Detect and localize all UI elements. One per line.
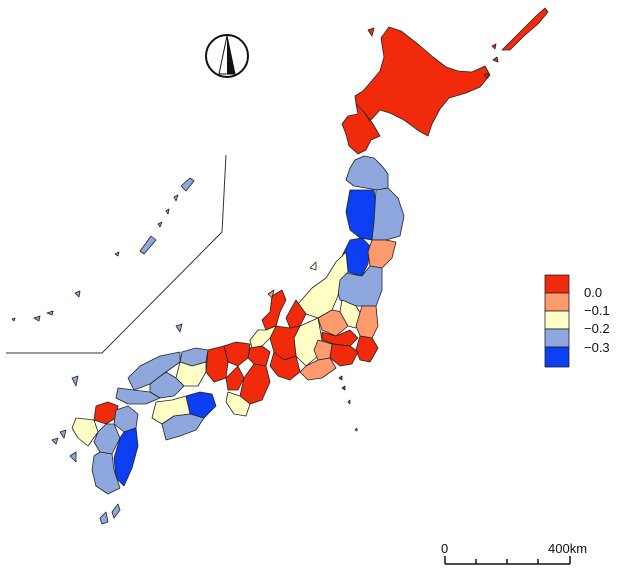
scale-bar-start-label: 0 bbox=[441, 541, 449, 556]
region-ishikawa bbox=[261, 289, 287, 331]
region-iwate bbox=[371, 187, 405, 241]
legend-swatch bbox=[544, 310, 570, 330]
region-akita bbox=[345, 189, 377, 241]
region-wakayama bbox=[225, 391, 251, 417]
legend-label: −0.3 bbox=[584, 340, 610, 355]
southern-islands bbox=[51, 261, 317, 525]
legend bbox=[544, 274, 570, 368]
region-tochigi bbox=[339, 299, 363, 329]
legend-swatch bbox=[544, 328, 570, 348]
region-yamaguchi bbox=[115, 387, 161, 405]
legend-swatch bbox=[544, 346, 570, 368]
legend-swatch bbox=[544, 292, 570, 312]
region-hyogo bbox=[205, 345, 229, 383]
okinawa-islands bbox=[11, 177, 195, 322]
scale-bar bbox=[444, 556, 571, 565]
region-fukui bbox=[249, 325, 277, 349]
legend-swatch bbox=[544, 274, 570, 294]
legend-label: −0.2 bbox=[584, 321, 610, 336]
region-shizuoka bbox=[299, 357, 337, 381]
region-kochi bbox=[161, 413, 205, 441]
region-aomori bbox=[345, 155, 389, 191]
okinawa-inset-frame bbox=[6, 154, 227, 354]
region-yamanashi bbox=[313, 339, 333, 361]
legend-label: −0.1 bbox=[584, 303, 610, 318]
region-aichi bbox=[269, 351, 301, 381]
region-kagoshima bbox=[91, 451, 121, 495]
region-oita bbox=[113, 405, 139, 433]
region-miyazaki bbox=[113, 427, 139, 487]
region-saitama bbox=[321, 329, 359, 347]
region-tokyo-kanagawa bbox=[329, 343, 359, 367]
kuril-islands bbox=[367, 7, 549, 79]
region-hokkaido bbox=[341, 26, 491, 155]
region-saga-nagasaki bbox=[71, 417, 99, 447]
scale-bar-end-label: 400km bbox=[548, 541, 588, 556]
region-shiga bbox=[247, 345, 271, 367]
north-arrow-icon bbox=[205, 34, 249, 78]
region-chiba bbox=[355, 335, 379, 363]
region-nara-mie bbox=[239, 363, 271, 405]
izu-islands bbox=[338, 375, 358, 432]
region-kumamoto bbox=[93, 423, 121, 455]
region-osaka bbox=[225, 365, 245, 391]
region-miyagi bbox=[367, 239, 397, 269]
legend-label: 0.0 bbox=[584, 285, 603, 300]
